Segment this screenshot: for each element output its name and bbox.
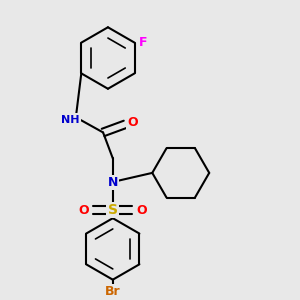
Text: Br: Br xyxy=(105,286,121,298)
Text: O: O xyxy=(127,116,137,129)
Text: NH: NH xyxy=(61,115,80,124)
Text: N: N xyxy=(108,176,118,189)
Text: O: O xyxy=(78,204,89,217)
Text: S: S xyxy=(108,203,118,217)
Text: O: O xyxy=(136,204,147,217)
Text: F: F xyxy=(138,36,147,49)
